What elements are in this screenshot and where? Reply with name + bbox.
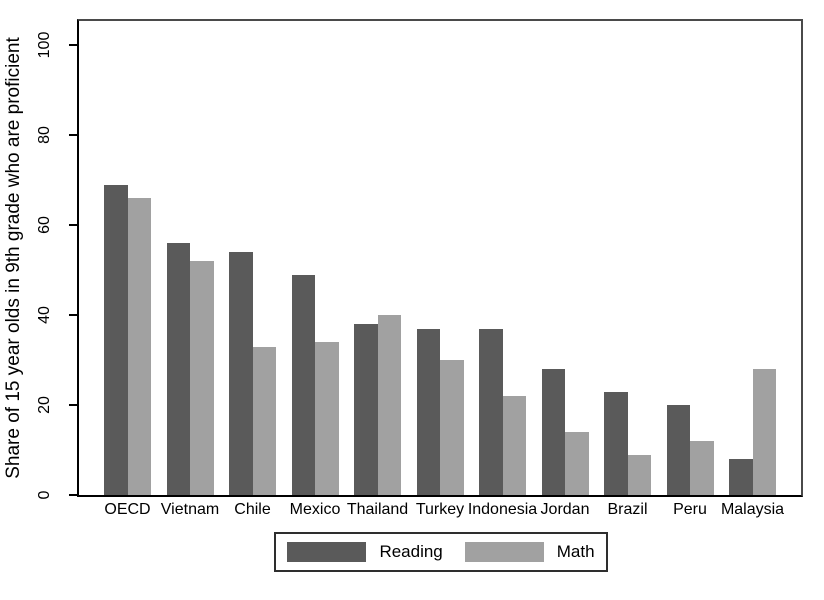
x-label-text: Thailand bbox=[346, 501, 409, 518]
bar-group-mexico bbox=[291, 274, 339, 495]
bar-reading-chile bbox=[229, 252, 253, 495]
x-label-text: Indonesia bbox=[467, 501, 538, 518]
bar-math-brazil bbox=[627, 454, 651, 495]
bar-reading-brazil bbox=[604, 391, 628, 495]
x-label-text: OECD bbox=[104, 501, 151, 518]
bar-math-oecd bbox=[127, 198, 151, 495]
x-label-text: Chile bbox=[234, 501, 271, 518]
bar-group-jordan bbox=[541, 369, 589, 495]
bar-group-turkey bbox=[416, 328, 464, 495]
x-label-thailand: Thailand bbox=[347, 501, 408, 519]
x-label-oecd: OECD bbox=[104, 501, 151, 519]
bar-reading-peru bbox=[666, 405, 690, 495]
x-label-indonesia: Indonesia bbox=[468, 501, 537, 519]
y-tick bbox=[69, 44, 77, 46]
bar-math-peru bbox=[690, 441, 714, 495]
bar-group-malaysia bbox=[729, 369, 776, 495]
bar-math-turkey bbox=[440, 360, 464, 495]
bar-math-malaysia bbox=[752, 369, 776, 495]
y-tick-label: 0 bbox=[36, 490, 53, 500]
bar-math-indonesia bbox=[502, 396, 526, 495]
plot-area: Share of 15 year olds in 9th grade who a… bbox=[3, 19, 803, 499]
bar-reading-malaysia bbox=[729, 459, 753, 495]
y-tick bbox=[69, 314, 77, 316]
y-tick bbox=[69, 494, 77, 496]
x-label-chile: Chile bbox=[229, 501, 276, 519]
bar-group-thailand bbox=[354, 315, 401, 495]
x-label-vietnam: Vietnam bbox=[161, 501, 219, 519]
x-label-malaysia: Malaysia bbox=[721, 501, 784, 519]
bar-reading-thailand bbox=[354, 324, 378, 495]
y-tick bbox=[69, 224, 77, 226]
bar-reading-turkey bbox=[416, 328, 440, 495]
bar-reading-oecd bbox=[104, 184, 128, 495]
x-label-brazil: Brazil bbox=[604, 501, 651, 519]
y-tick-label: 20 bbox=[36, 396, 53, 414]
y-tick bbox=[69, 134, 77, 136]
x-label-text: Peru bbox=[673, 501, 707, 518]
x-label-jordan: Jordan bbox=[540, 501, 590, 519]
y-tick bbox=[69, 404, 77, 406]
legend-label: Reading bbox=[379, 542, 443, 561]
bars-container bbox=[104, 21, 776, 495]
x-label-text: Turkey bbox=[415, 501, 465, 518]
x-label-text: Mexico bbox=[289, 501, 341, 518]
bar-group-peru bbox=[666, 405, 714, 495]
bar-math-mexico bbox=[315, 342, 339, 495]
legend-item-math: Math bbox=[464, 542, 595, 562]
bar-group-indonesia bbox=[479, 328, 526, 495]
x-label-mexico: Mexico bbox=[289, 501, 341, 519]
bar-reading-vietnam bbox=[166, 243, 190, 495]
bar-group-brazil bbox=[604, 391, 651, 495]
bar-math-vietnam bbox=[190, 261, 214, 495]
x-label-peru: Peru bbox=[667, 501, 714, 519]
y-axis-title: Share of 15 year olds in 9th grade who a… bbox=[3, 37, 24, 479]
x-label-text: Vietnam bbox=[160, 501, 220, 518]
bar-reading-jordan bbox=[541, 369, 565, 495]
bar-reading-indonesia bbox=[479, 328, 503, 495]
bar-math-chile bbox=[252, 346, 276, 495]
bar-math-thailand bbox=[377, 315, 401, 495]
legend: Reading Math bbox=[274, 532, 608, 572]
y-tick-label: 80 bbox=[36, 126, 53, 144]
y-tick-label: 40 bbox=[36, 306, 53, 324]
bar-group-chile bbox=[229, 252, 276, 495]
bar-reading-mexico bbox=[291, 274, 315, 495]
x-axis-labels: OECD Vietnam Chile Mexico Thailand Turkey Indo… bbox=[77, 501, 803, 519]
legend-label: Math bbox=[556, 542, 595, 561]
bar-group-oecd bbox=[104, 184, 151, 495]
bar-group-vietnam bbox=[166, 243, 214, 495]
bar-math-jordan bbox=[565, 432, 589, 495]
legend-swatch-reading bbox=[287, 542, 367, 562]
x-label-text: Jordan bbox=[540, 501, 590, 518]
x-label-text: Brazil bbox=[607, 501, 648, 518]
legend-swatch-math bbox=[464, 542, 544, 562]
y-tick-label: 100 bbox=[36, 31, 53, 59]
y-tick-label: 60 bbox=[36, 216, 53, 234]
legend-item-reading: Reading bbox=[287, 542, 443, 562]
x-label-turkey: Turkey bbox=[415, 501, 465, 519]
x-label-text: Malaysia bbox=[720, 501, 785, 518]
